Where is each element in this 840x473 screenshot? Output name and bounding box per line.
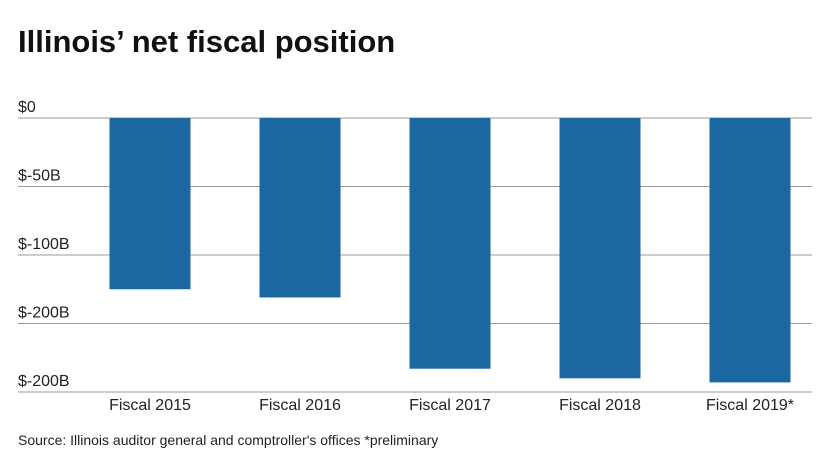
x-tick-label: Fiscal 2017 <box>409 397 491 414</box>
y-tick-label: $-200B <box>18 305 70 322</box>
source-note: Source: Illinois auditor general and com… <box>18 432 438 448</box>
x-tick-label: Fiscal 2015 <box>109 397 191 414</box>
chart-title: Illinois’ net fiscal position <box>18 24 395 59</box>
bar <box>109 118 191 290</box>
y-tick-label: $-100B <box>18 236 70 253</box>
x-tick-label: Fiscal 2016 <box>259 397 341 414</box>
x-tick-label: Fiscal 2018 <box>559 397 641 414</box>
bar <box>409 118 491 369</box>
bar <box>709 118 791 383</box>
bar <box>259 118 341 298</box>
y-tick-label: $-200B <box>18 373 70 390</box>
x-tick-label: Fiscal 2019* <box>706 397 794 414</box>
y-tick-label: $0 <box>18 99 36 116</box>
bar <box>559 118 641 379</box>
y-tick-label: $-50B <box>18 168 61 185</box>
